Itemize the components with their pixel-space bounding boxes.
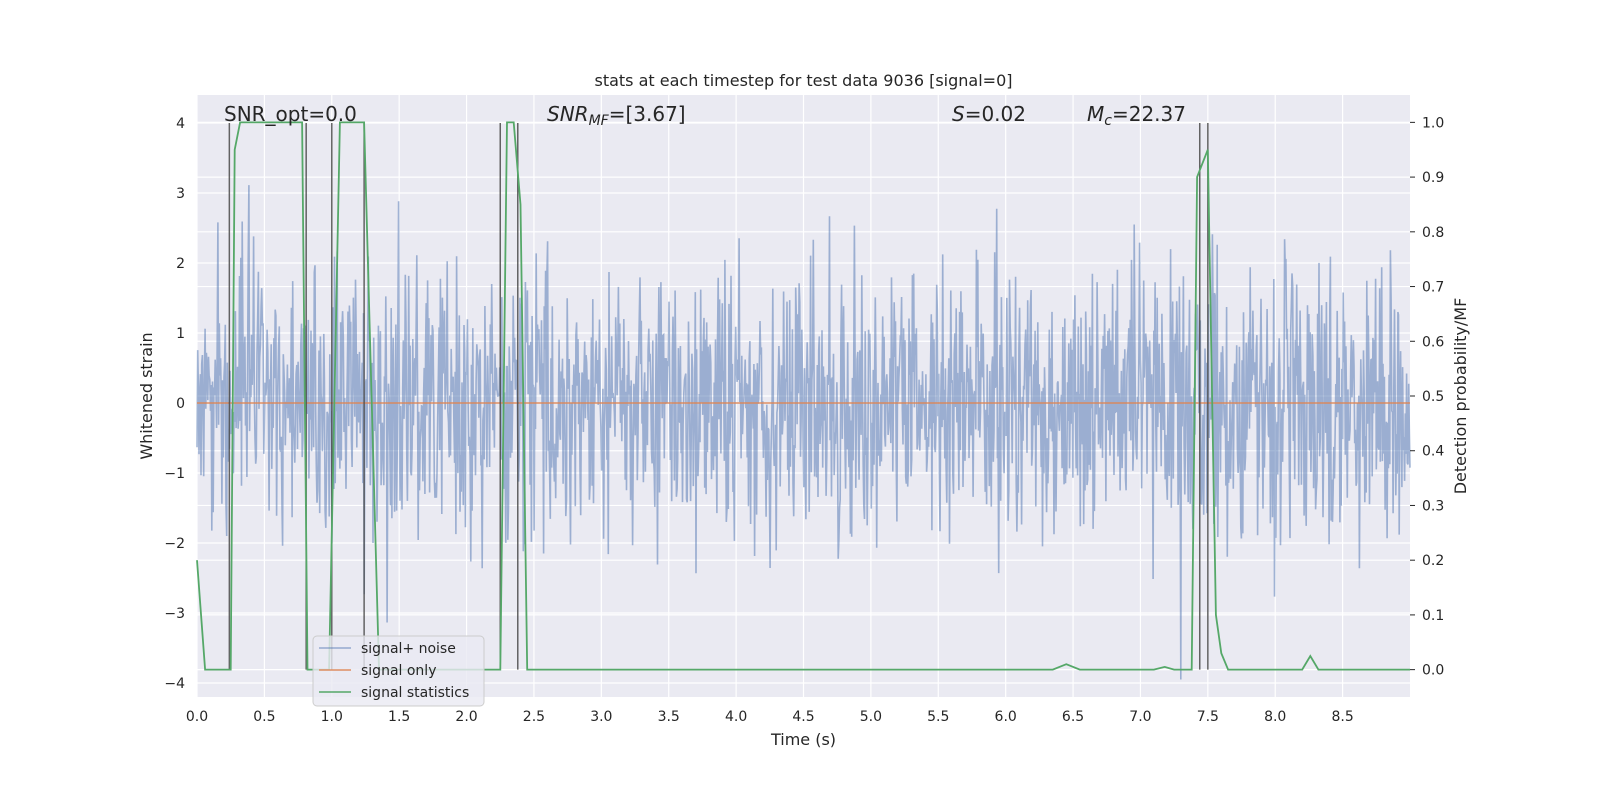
- x-tick-label: 0.0: [186, 709, 208, 725]
- y-tick-label: 1: [176, 326, 185, 342]
- y2-tick-label: 0.5: [1422, 389, 1444, 405]
- legend-label-noise: signal+ noise: [361, 641, 456, 657]
- x-axis-label: Time (s): [770, 730, 836, 749]
- y2-tick-label: 0.6: [1422, 334, 1444, 350]
- y2-tick-label: 0.9: [1422, 170, 1444, 186]
- y2-tick-label: 1.0: [1422, 115, 1444, 131]
- chart-title: stats at each timestep for test data 903…: [594, 71, 1012, 90]
- x-tick-label: 4.5: [792, 709, 814, 725]
- x-tick-label: 8.5: [1331, 709, 1353, 725]
- x-tick-label: 5.5: [927, 709, 949, 725]
- ticks: 0.0 0.5 1.0 1.5 2.0 2.5 3.0 3.5 4.0 4.5 5.0 5.5 6.0 6…: [164, 115, 1444, 725]
- mc-value: =22.37: [1112, 102, 1186, 126]
- x-tick-label: 0.5: [253, 709, 275, 725]
- annotation-s: S=0.02: [952, 102, 1026, 126]
- y2-tick-label: 0.1: [1422, 608, 1444, 624]
- x-tick-label: 6.0: [995, 709, 1017, 725]
- legend: signal+ noise signal only signal statist…: [312, 635, 485, 707]
- annotation-mc: Mc=22.37: [1087, 102, 1186, 129]
- mc-symbol: M: [1087, 102, 1104, 126]
- s-symbol: S: [952, 102, 965, 126]
- legend-box: [312, 635, 485, 707]
- y2-tick-label: 0.8: [1422, 225, 1444, 241]
- x-tick-label: 3.0: [590, 709, 612, 725]
- y2-tick-label: 0.4: [1422, 444, 1444, 460]
- legend-label-signal: signal only: [361, 663, 436, 679]
- x-tick-label: 6.5: [1062, 709, 1084, 725]
- legend-label-statistics: signal statistics: [361, 685, 469, 701]
- x-tick-label: 1.0: [321, 709, 343, 725]
- snr-mf-subscript: MF: [589, 113, 610, 129]
- y2-tick-label: 0.7: [1422, 280, 1444, 296]
- y2-tick-label: 0.2: [1422, 553, 1444, 569]
- y-tick-label: −1: [164, 466, 185, 482]
- x-tick-label: 3.5: [658, 709, 680, 725]
- x-tick-label: 7.5: [1197, 709, 1219, 725]
- snr-mf-symbol: SNR: [547, 102, 589, 126]
- x-tick-label: 2.5: [523, 709, 545, 725]
- x-tick-label: 1.5: [388, 709, 410, 725]
- y-tick-label: 2: [176, 256, 185, 272]
- y2-tick-label: 0.3: [1422, 498, 1444, 514]
- y-tick-label: 4: [176, 116, 185, 132]
- y-axis-label: Whitened strain: [137, 332, 156, 459]
- statistics-line: [196, 121, 1410, 671]
- annotation-snr-opt: SNR_opt=0.0: [224, 102, 357, 126]
- x-tick-label: 4.0: [725, 709, 747, 725]
- mc-subscript: c: [1104, 113, 1112, 129]
- x-tick-label: 8.0: [1264, 709, 1286, 725]
- y-tick-label: −2: [164, 536, 185, 552]
- y-tick-label: 3: [176, 186, 185, 202]
- y-tick-label: 0: [176, 396, 185, 412]
- y2-axis-label: Detection probability/MF: [1451, 298, 1470, 495]
- y-tick-label: −3: [164, 606, 185, 622]
- x-tick-label: 5.0: [860, 709, 882, 725]
- y-tick-label: −4: [164, 676, 185, 692]
- s-value: =0.02: [965, 102, 1026, 126]
- y2-tick-label: 0.0: [1422, 663, 1444, 679]
- statistics-series: [196, 121, 1410, 671]
- x-tick-label: 2.0: [455, 709, 477, 725]
- snr-mf-value: =[3.67]: [609, 102, 686, 126]
- annotation-snr-mf: SNRMF=[3.67]: [547, 102, 686, 129]
- x-tick-label: 7.0: [1129, 709, 1151, 725]
